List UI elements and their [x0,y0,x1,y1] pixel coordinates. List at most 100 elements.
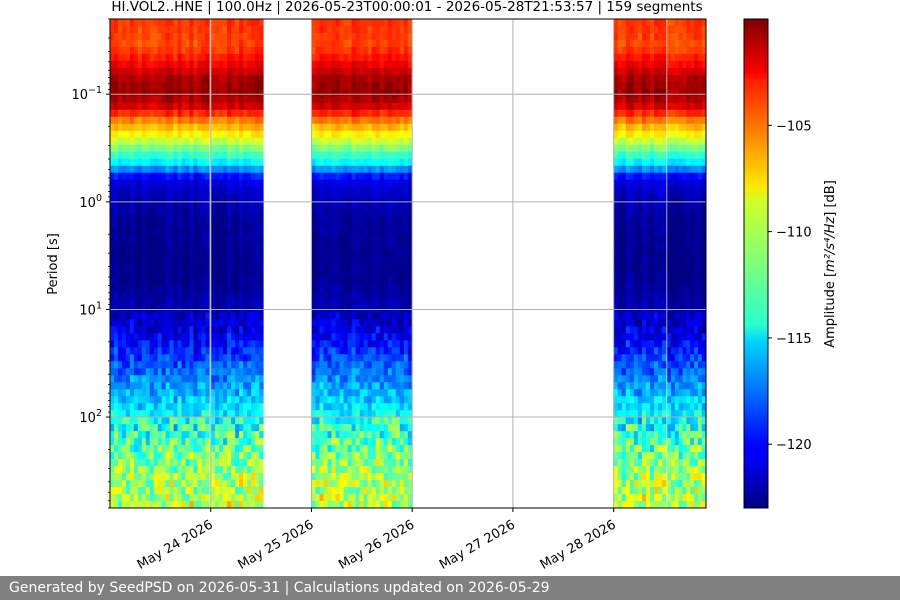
heatmap-cell [641,368,647,376]
heatmap-cell [383,368,389,376]
heatmap-cell [629,235,635,243]
heatmap-cell [383,39,389,48]
heatmap-cell [347,284,353,292]
heatmap-cell [351,207,357,215]
heatmap-cell [311,487,316,495]
heatmap-cell [637,284,643,292]
heatmap-cell [621,151,627,160]
heatmap-cell [121,165,127,174]
heatmap-cell [633,186,639,195]
heatmap-cell [125,459,131,467]
heatmap-cell [129,158,135,167]
heatmap-cell [387,102,393,111]
heatmap-cell [149,487,155,495]
heatmap-cell [169,95,174,104]
heatmap-cell [189,473,194,481]
heatmap-cell [177,130,182,139]
heatmap-cell [613,431,619,439]
heatmap-cell [145,270,151,278]
heatmap-cell [141,214,147,222]
heatmap-cell [351,277,357,285]
heatmap-cell [197,403,202,411]
heatmap-cell [133,172,139,181]
heatmap-cell [645,46,651,55]
heatmap-cell [371,46,377,55]
heatmap-cell [121,95,127,104]
heatmap-cell [403,235,409,243]
heatmap-cell [371,291,377,299]
heatmap-cell [157,249,163,257]
heatmap-cell [247,445,252,453]
heatmap-cell [255,459,260,467]
heatmap-cell [153,123,159,132]
heatmap-cell [113,130,119,139]
heatmap-cell [231,158,236,167]
heatmap-cell [193,46,198,55]
heatmap-cell [315,228,320,236]
heatmap-cell [387,256,393,264]
heatmap-cell [231,340,236,348]
heatmap-cell [133,396,139,404]
heatmap-cell [197,452,202,460]
heatmap-cell [211,375,216,383]
heatmap-cell [403,249,409,257]
heatmap-cell [215,200,220,209]
heatmap-cell [327,396,332,404]
heatmap-cell [239,270,244,278]
heatmap-cell [331,494,336,502]
heatmap-cell [185,445,190,453]
heatmap-cell [331,326,336,334]
heatmap-cell [375,347,381,355]
heatmap-cell [185,417,190,425]
heatmap-cell [211,74,216,83]
heatmap-cell [641,214,647,222]
heatmap-cell [351,81,357,90]
heatmap-cell [375,123,381,132]
heatmap-cell [193,19,198,27]
heatmap-cell [613,235,619,243]
heatmap-cell [323,368,328,376]
heatmap-cell [387,445,393,453]
heatmap-cell [371,473,377,481]
heatmap-cell [251,95,256,104]
heatmap-cell [247,361,252,369]
heatmap-cell [641,396,647,404]
heatmap-cell [335,123,340,132]
heatmap-cell [231,333,236,341]
heatmap-cell [173,74,178,83]
heatmap-cell [227,32,232,41]
heatmap-cell [343,431,349,439]
heatmap-cell [201,487,206,495]
heatmap-cell [157,53,163,62]
heatmap-cell [363,137,369,146]
heatmap-cell [621,312,627,320]
heatmap-cell [403,417,409,425]
heatmap-cell [641,95,647,104]
heatmap-cell [407,480,413,488]
heatmap-cell [323,256,328,264]
heatmap-cell [181,417,186,425]
heatmap-cell [113,186,119,195]
heatmap-cell [137,417,143,425]
heatmap-cell [339,361,344,369]
heatmap-cell [177,361,182,369]
heatmap-cell [133,74,139,83]
heatmap-cell [311,375,316,383]
heatmap-cell [235,396,240,404]
heatmap-cell [153,60,159,69]
heatmap-cell [399,270,405,278]
heatmap-cell [363,452,369,460]
heatmap-cell [375,375,381,383]
heatmap-cell [315,298,320,306]
heatmap-cell [227,466,232,474]
heatmap-cell [177,144,182,153]
heatmap-cell [145,312,151,320]
heatmap-cell [383,221,389,229]
heatmap-cell [375,312,381,320]
heatmap-cell [395,410,401,418]
heatmap-cell [113,228,119,236]
heatmap-cell [129,193,135,202]
heatmap-cell [399,193,405,202]
heatmap-cell [399,172,405,181]
heatmap-cell [379,256,385,264]
